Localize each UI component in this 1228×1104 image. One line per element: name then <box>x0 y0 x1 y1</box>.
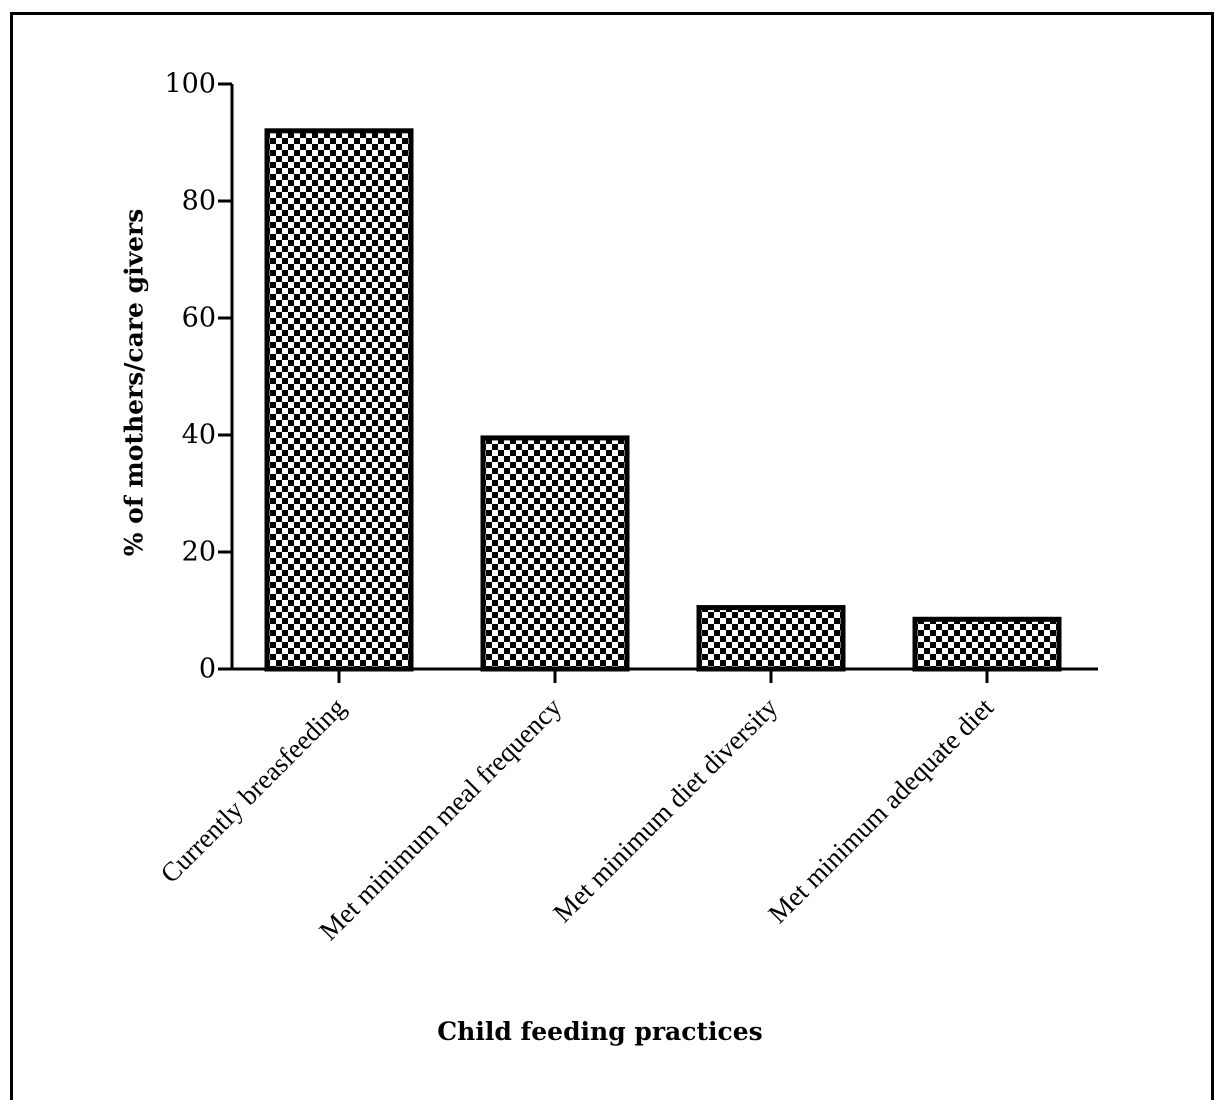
y-tick-label-5: 100 <box>164 69 216 100</box>
y-tick-label-2: 40 <box>182 420 216 451</box>
bar-2 <box>696 605 846 672</box>
y-tick-label-3: 60 <box>182 303 216 334</box>
bars-group <box>264 128 1062 672</box>
bar-0 <box>264 128 414 672</box>
axes-group <box>218 82 1098 683</box>
bar-1 <box>480 435 630 672</box>
y-tick-label-1: 20 <box>182 537 216 568</box>
x-tick-label-2: Met minimum diet diversity <box>547 692 783 928</box>
x-tick-label-3: Met minimum adequate diet <box>762 692 999 929</box>
x-tick-label-1: Met minimum meal frequency <box>313 692 567 946</box>
y-tick-label-0: 0 <box>199 654 216 685</box>
x-tick-label-0: Currently breasfeeding <box>155 692 352 889</box>
x-axis-title: Child feeding practices <box>437 1017 762 1046</box>
bar-3 <box>912 616 1062 672</box>
y-tick-label-4: 80 <box>182 186 216 217</box>
y-axis-title: % of mothers/care givers <box>120 209 149 557</box>
